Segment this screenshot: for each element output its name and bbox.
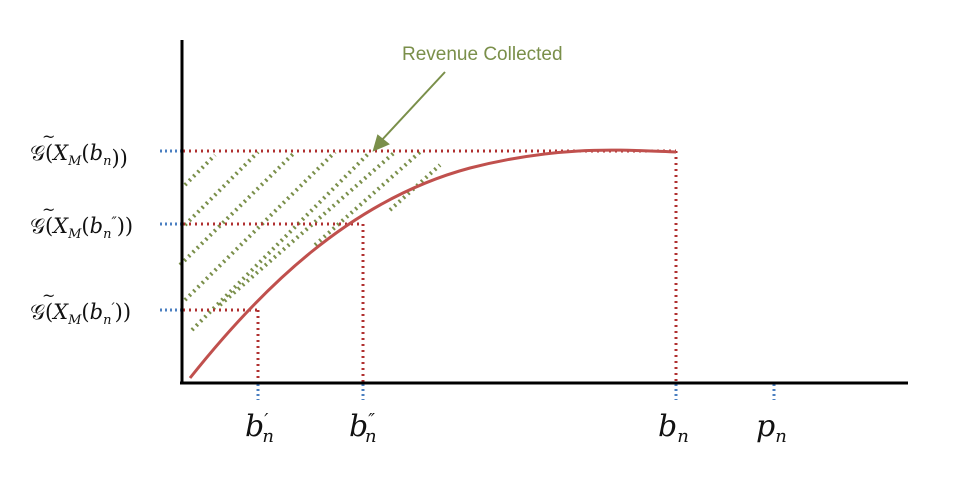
horizontal-guides <box>183 149 676 312</box>
tilde-mark-2: ~ <box>42 200 55 219</box>
x-label-bn-prime: b′ n <box>245 409 274 447</box>
y-label-g-bn-prime: 𝒢(XM(bn′)) <box>30 300 131 328</box>
y-labels: 𝒢(XM(bn)) ~ 𝒢(XM(bn″)) ~ 𝒢(XM(bn′)) ~ <box>30 127 133 328</box>
x-label-bn-double-prime: b″ n <box>349 409 377 447</box>
tilde-mark-1: ~ <box>42 127 55 146</box>
annotation-text: Revenue Collected <box>402 44 563 65</box>
revenue-hatch <box>178 150 442 332</box>
annotation-arrow <box>372 71 446 152</box>
x-ticks <box>256 384 776 400</box>
vertical-guides <box>256 151 678 382</box>
x-label-pn: pn <box>756 409 787 447</box>
revenue-curve <box>188 148 677 379</box>
tilde-mark-3: ~ <box>42 286 55 305</box>
y-label-g-bn-double-prime: 𝒢(XM(bn″)) <box>30 214 133 242</box>
x-label-bn: bn <box>658 409 689 447</box>
y-ticks <box>160 149 182 312</box>
axes <box>180 40 908 385</box>
x-labels: b′ n b″ n bn pn <box>245 409 787 447</box>
y-label-g-bn: 𝒢(XM(bn)) <box>30 141 128 170</box>
